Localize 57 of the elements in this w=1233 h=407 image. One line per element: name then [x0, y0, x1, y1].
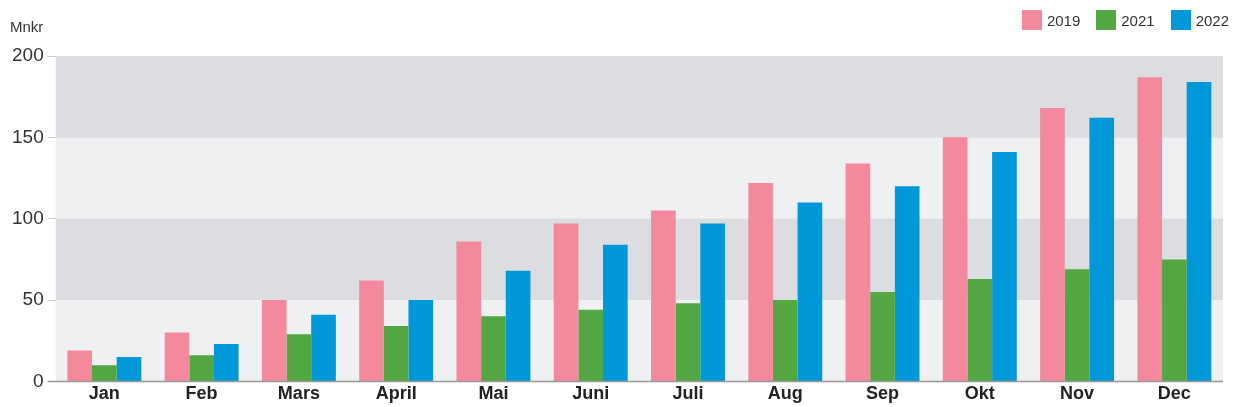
x-tick-label: Mai [478, 383, 509, 404]
y-tick-label: 0 [33, 369, 44, 391]
bar [116, 357, 142, 381]
bar [505, 270, 531, 381]
x-tick-label: Jan [88, 383, 120, 404]
bar [603, 244, 628, 381]
y-tick-label: 50 [22, 288, 44, 310]
x-tick-label: Okt [964, 383, 995, 404]
bar [92, 365, 117, 381]
bar [894, 186, 920, 381]
bar [942, 137, 968, 381]
bar [967, 278, 993, 381]
bar [456, 241, 482, 381]
bar [213, 343, 239, 381]
bar [164, 332, 190, 381]
bar [1137, 77, 1163, 381]
bar [992, 151, 1017, 381]
x-tick-label: Juli [672, 383, 704, 404]
y-tick-label: 200 [12, 44, 44, 66]
bar [67, 350, 93, 381]
bar [408, 300, 434, 381]
bar [845, 163, 871, 381]
bar [261, 300, 287, 381]
bar [675, 303, 701, 381]
legend-label: 2021 [1121, 11, 1155, 29]
legend-label: 2022 [1195, 11, 1229, 29]
x-tick-label: Aug [767, 383, 803, 404]
y-axis-title: Mnkr [10, 18, 44, 35]
x-tick-label: Sep [866, 383, 900, 404]
x-tick-label: Juni [572, 383, 610, 404]
bar [359, 280, 384, 381]
bar [286, 334, 312, 381]
x-tick-label: Dec [1157, 383, 1191, 404]
legend-label: 2019 [1046, 11, 1081, 29]
bar [797, 202, 823, 381]
x-tick-label: Mars [277, 383, 320, 404]
bar [651, 210, 676, 381]
y-tick-label: 150 [12, 125, 44, 147]
x-tick-label: Nov [1060, 383, 1095, 404]
bar [1162, 259, 1187, 381]
bar [578, 309, 604, 381]
bar [553, 223, 579, 381]
y-tick-label: 100 [12, 206, 44, 228]
x-tick-label: April [375, 383, 417, 404]
bar [1186, 82, 1212, 381]
bar [870, 291, 895, 381]
bar [1040, 108, 1065, 381]
bar [311, 314, 336, 381]
bar [748, 182, 773, 381]
bar [189, 355, 214, 381]
x-tick-label: Feb [185, 383, 218, 404]
bar [1064, 269, 1090, 381]
bar [1089, 117, 1115, 381]
bar [772, 300, 798, 381]
bar [700, 223, 725, 381]
bar [383, 326, 409, 381]
bar [481, 316, 506, 381]
